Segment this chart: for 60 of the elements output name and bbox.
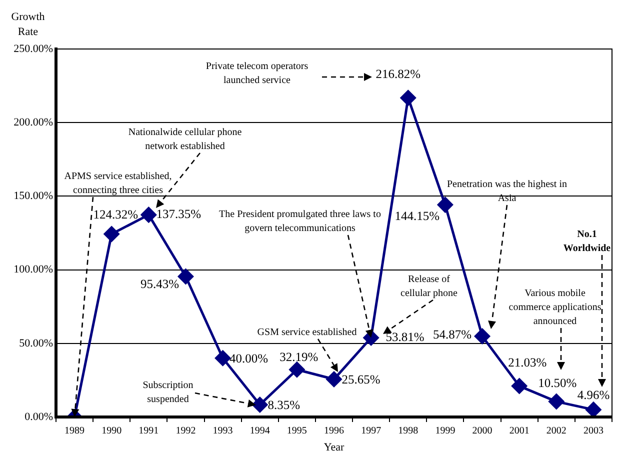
data-label: 8.35% <box>268 398 300 412</box>
x-axis-title: Year <box>324 441 344 454</box>
point <box>326 371 342 387</box>
point <box>548 394 564 410</box>
data-label: 21.03% <box>508 355 547 370</box>
data-label: 54.87% <box>432 328 472 342</box>
x-tick-label: 2001 <box>509 426 530 437</box>
annotation: Penetration was the highest in Asia <box>446 178 568 206</box>
annotation: GSM service established <box>256 326 358 340</box>
data-label: 40.00% <box>230 351 268 366</box>
point <box>140 207 156 223</box>
point <box>512 378 528 394</box>
y-tick-label: 150.00% <box>14 190 53 202</box>
data-label: 10.50% <box>538 376 577 390</box>
point <box>437 197 453 213</box>
point <box>586 402 602 417</box>
data-label: 4.96% <box>577 388 610 402</box>
point <box>104 226 120 242</box>
y-tick-label: 200.00% <box>14 116 53 128</box>
x-tick-label: 1993 <box>212 426 233 437</box>
point <box>289 362 305 378</box>
data-label: 53.81% <box>386 330 424 344</box>
data-label: 137.35% <box>156 207 202 222</box>
x-tick-label: 1994 <box>250 426 270 437</box>
x-tick-label: 1991 <box>138 426 159 437</box>
point <box>178 268 194 284</box>
annotation: The President promulgated three laws to govern telecommunications <box>218 208 382 236</box>
point <box>215 350 231 366</box>
x-tick-label: 1989 <box>64 426 85 437</box>
x-tick-label: 2002 <box>546 426 566 437</box>
annotation: APMS service established, connecting three cities <box>63 170 173 198</box>
annotation: Nationalwide cellular phone network established <box>127 126 243 154</box>
x-tick-label: 1992 <box>176 426 196 437</box>
x-tick-label: 1998 <box>398 426 418 437</box>
annotation: No.1 Worldwide <box>562 228 612 256</box>
data-label: 144.15% <box>394 209 440 224</box>
data-label: 124.32% <box>93 207 138 222</box>
x-tick-label: 1995 <box>286 426 307 437</box>
data-label: 25.65% <box>342 372 380 387</box>
point <box>400 90 416 106</box>
x-tick-label: 2000 <box>472 426 492 437</box>
data-label: 95.43% <box>140 276 180 291</box>
y-tick-label: 100.00% <box>14 264 53 276</box>
point <box>252 396 268 412</box>
x-tick-label: 1996 <box>324 426 344 437</box>
y-tick-label: 50.00% <box>19 337 53 350</box>
x-tick-label: 2003 <box>583 426 604 437</box>
annotation: Release of cellular phone <box>400 273 458 301</box>
x-tick-label: 1997 <box>361 426 382 437</box>
x-tick-label: 1999 <box>435 426 456 437</box>
x-tick-label: 1990 <box>102 426 122 437</box>
data-label: 32.19% <box>280 350 318 364</box>
annotation: Various mobile commerce applications announced <box>508 287 602 329</box>
y-tick-label: 250.00% <box>14 42 53 55</box>
point <box>474 328 490 344</box>
data-label: 216.82% <box>376 67 421 82</box>
y-tick-label: 0.00% <box>24 410 53 423</box>
annotation: Subscription suspended <box>142 379 194 407</box>
annotation: Private telecom operators launched service <box>204 60 310 88</box>
y-axis-title: Growth Rate <box>10 10 46 40</box>
